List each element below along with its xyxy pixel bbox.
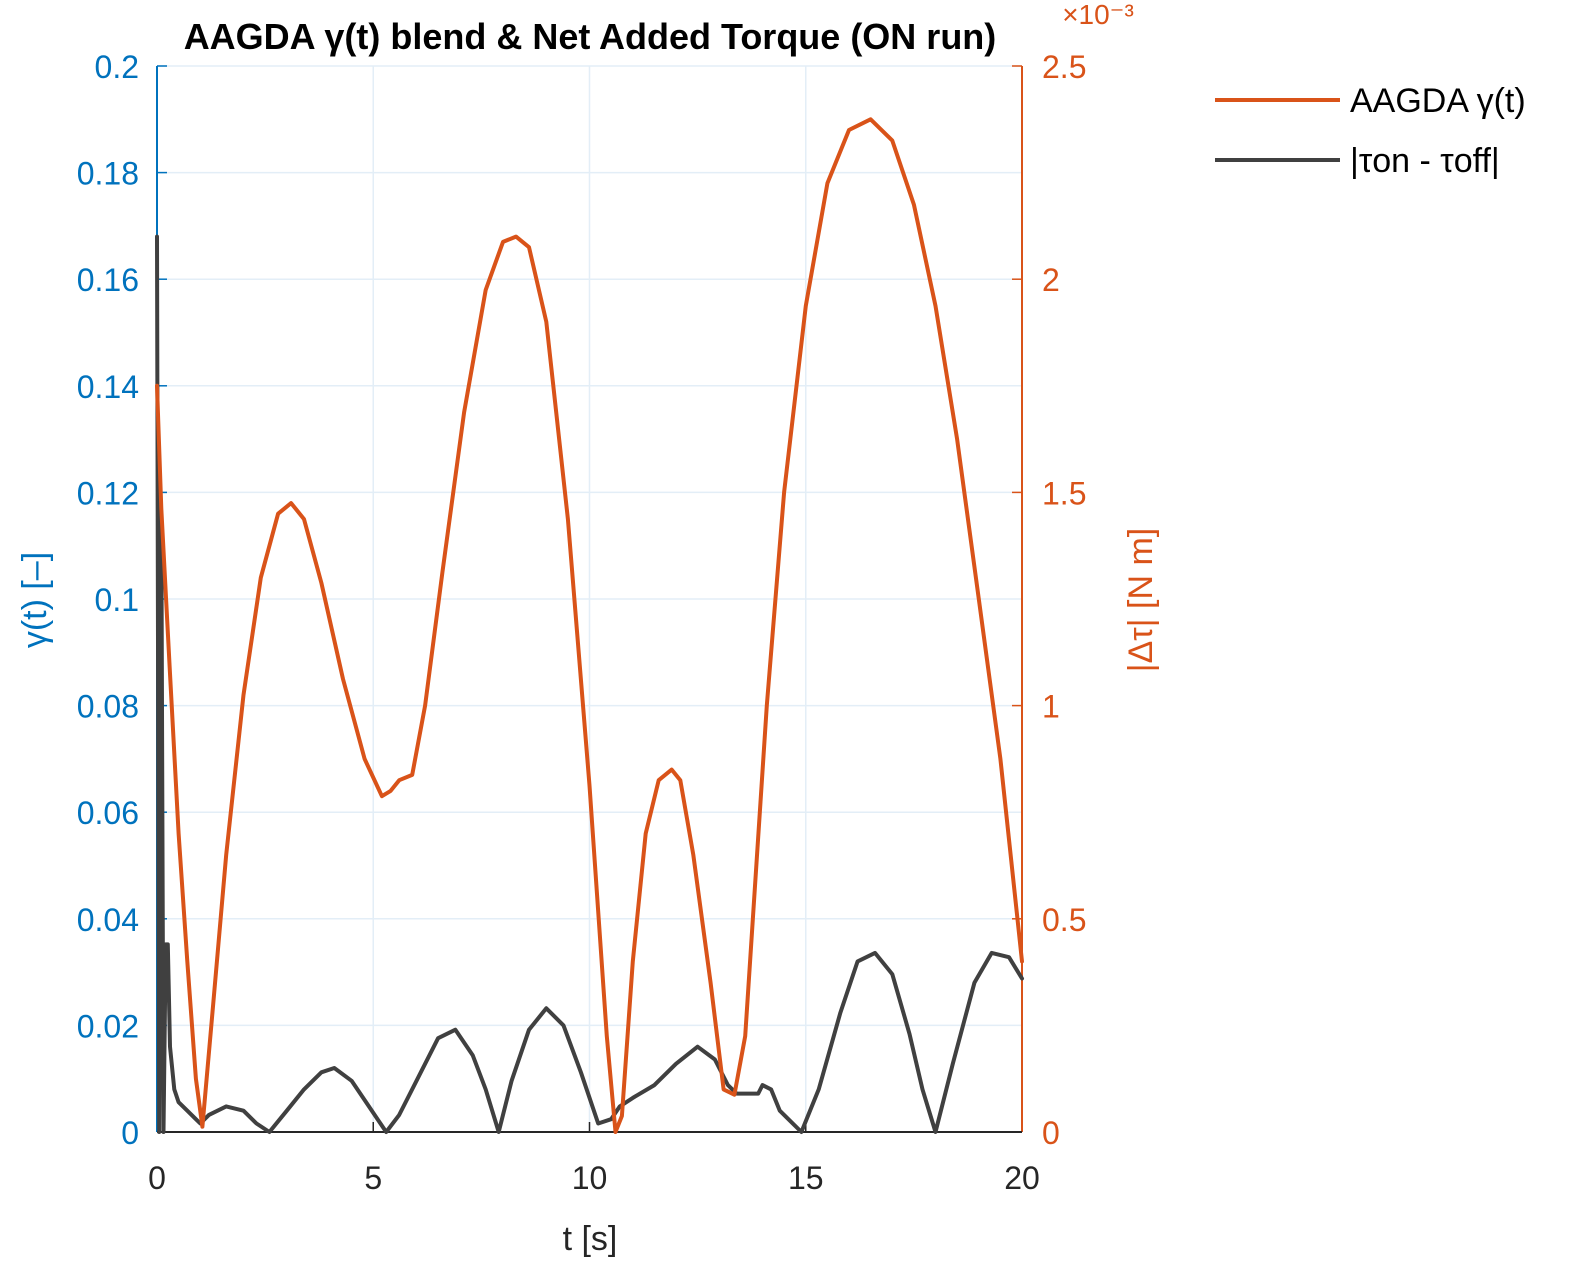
right-y-axis-label: |Δτ| [N m]	[1122, 528, 1160, 672]
left-y-tick-label: 0.14	[77, 369, 139, 405]
left-y-tick-label: 0.2	[95, 49, 139, 85]
left-y-tick-label: 0.02	[77, 1008, 139, 1044]
legend-label-tau: |τon - τoff|	[1350, 142, 1500, 180]
right-axis-exponent: ×10⁻³	[1062, 0, 1134, 30]
left-y-tick-label: 0.1	[95, 582, 139, 618]
x-tick-label: 0	[148, 1160, 166, 1196]
left-y-tick-label: 0	[121, 1115, 139, 1151]
left-y-tick-label: 0.06	[77, 795, 139, 831]
chart-title: AAGDA γ(t) blend & Net Added Torque (ON …	[184, 16, 997, 57]
left-y-tick-label: 0.04	[77, 902, 139, 938]
right-y-tick-label: 0	[1042, 1115, 1060, 1151]
x-tick-label: 10	[572, 1160, 608, 1196]
series-line-aagda-gamma	[155, 117, 1024, 1134]
left-y-axis-label: γ(t) [–]	[16, 552, 54, 648]
legend-label-aagda: AAGDA γ(t)	[1350, 82, 1526, 120]
right-y-tick-label: 0.5	[1042, 902, 1086, 938]
left-y-tick-label: 0.08	[77, 689, 139, 725]
right-y-tick-label: 2.5	[1042, 49, 1086, 85]
right-y-tick-label: 1	[1042, 689, 1060, 725]
left-y-tick-label: 0.16	[77, 262, 139, 298]
right-y-tick-label: 1.5	[1042, 475, 1086, 511]
x-tick-label: 5	[364, 1160, 382, 1196]
right-y-tick-label: 2	[1042, 262, 1060, 298]
plot-series	[155, 117, 1024, 1134]
tick-labels: 0 5 10 15 2000.020.040.060.080.10.120.140.16…	[77, 49, 1087, 1196]
x-axis-label: t [s]	[563, 1220, 618, 1258]
series-line-net-torque	[155, 234, 1024, 1134]
x-tick-label: 15	[788, 1160, 824, 1196]
x-tick-label: 20	[1004, 1160, 1040, 1196]
left-y-tick-label: 0.18	[77, 156, 139, 192]
left-y-tick-label: 0.12	[77, 475, 139, 511]
legend: AAGDA γ(t) |τon - τoff|	[1215, 82, 1526, 180]
